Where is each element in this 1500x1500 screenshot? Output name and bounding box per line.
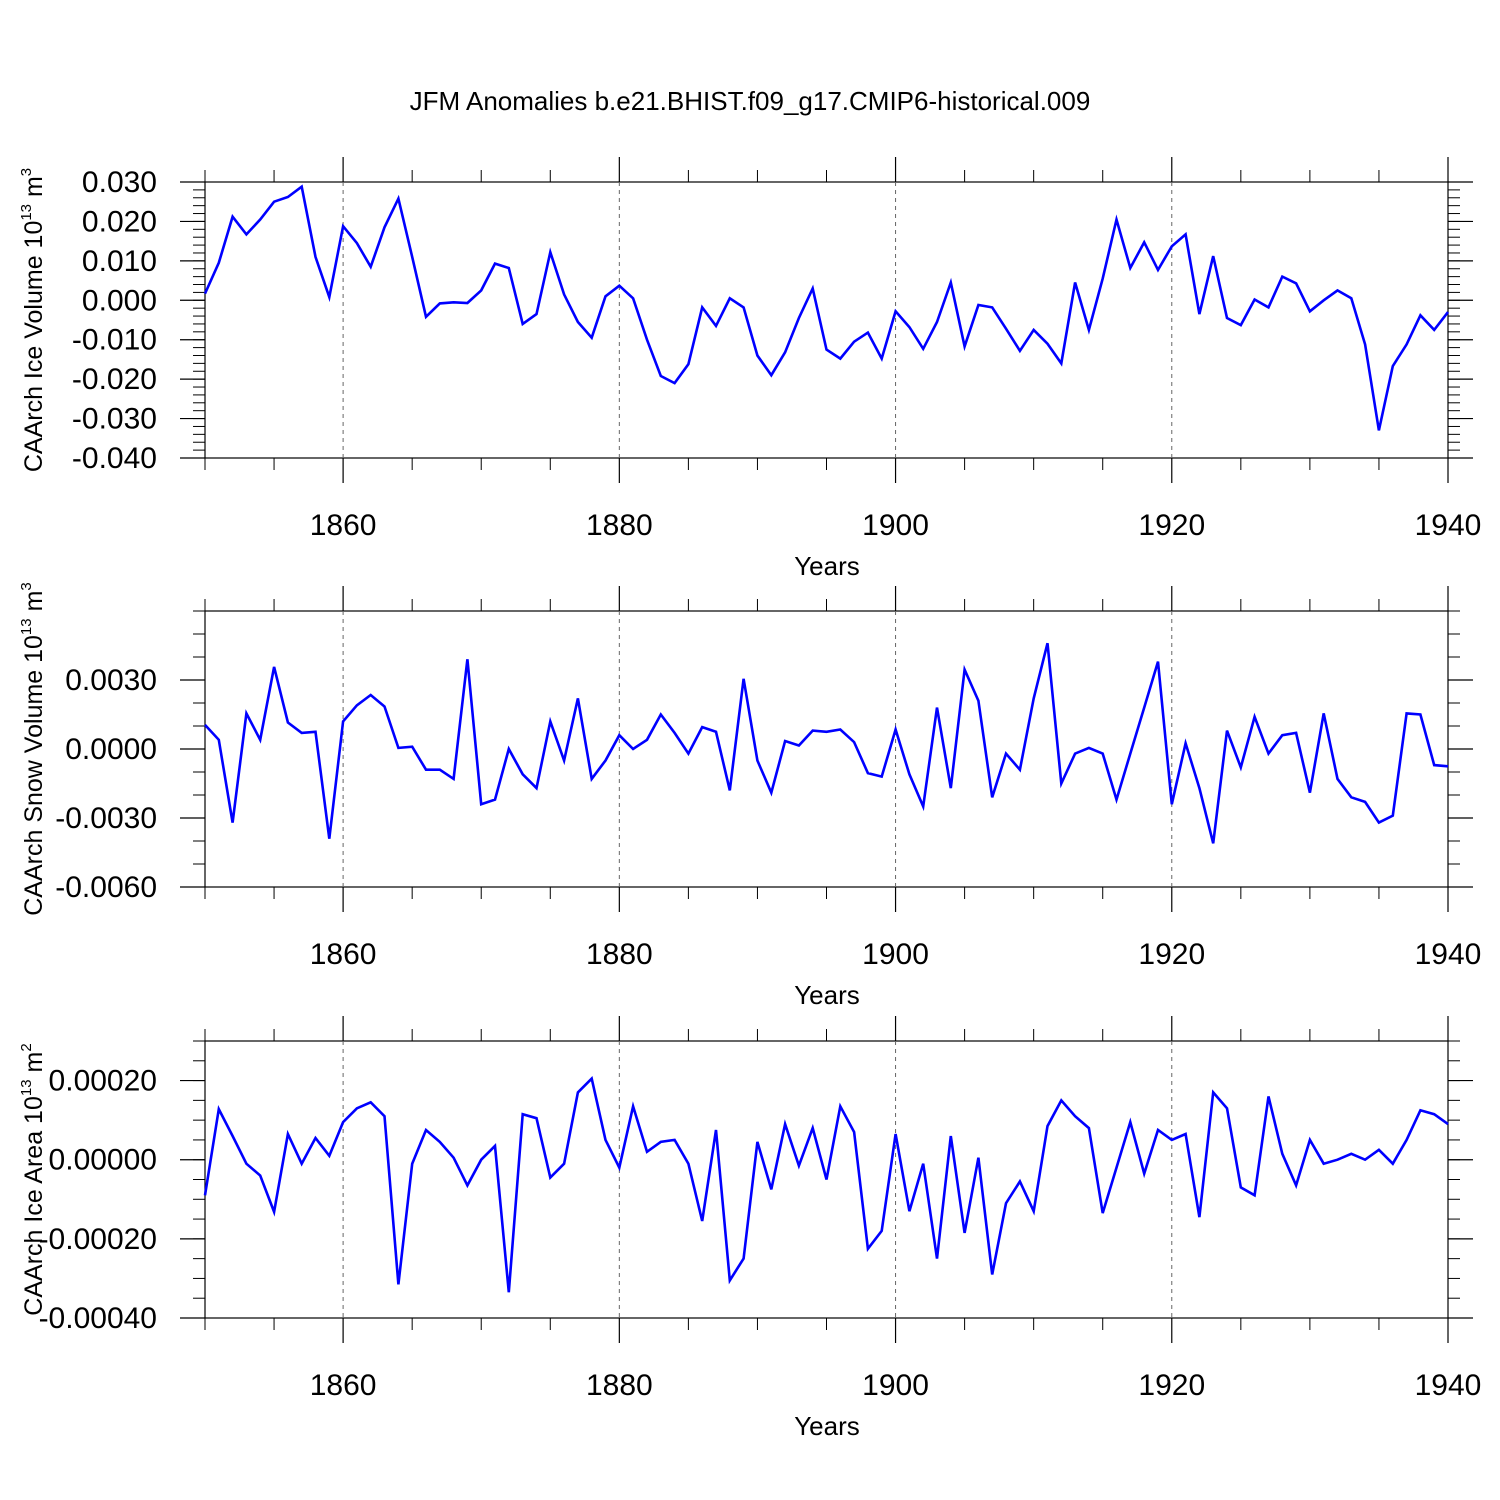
y-axis-label-unit-exponent: 2 [18,1043,35,1051]
x-tick-label: 1860 [310,1369,377,1402]
y-axis-label-text: CAArch Ice Volume 10 [20,221,48,473]
x-tick-label: 1940 [1415,509,1482,542]
y-tick-label: 0.030 [82,166,157,199]
x-tick-label: 1920 [1138,509,1205,542]
y-axis-label-exponent: 13 [18,204,35,221]
x-tick-label: 1880 [586,1369,653,1402]
x-tick-label: 1920 [1138,938,1205,971]
y-tick-label: -0.0030 [55,802,157,835]
y-axis-label-text: CAArch Ice Area 10 [20,1096,48,1316]
x-tick-label: 1900 [862,938,929,971]
series-line [203,1076,1449,1293]
x-tick-label: 1940 [1415,1369,1482,1402]
y-axis-label-unit-exponent: 3 [18,582,35,590]
x-tick-label: 1880 [586,509,653,542]
y-axis-label-text: CAArch Snow Volume 10 [20,635,48,916]
x-axis-label: Years [794,551,860,581]
x-axis-label: Years [794,1411,860,1441]
y-tick-label: -0.010 [72,324,157,357]
y-tick-label: 0.010 [82,245,157,278]
y-axis-label: CAArch Ice Area 1013 m2 [18,1043,48,1315]
x-tick-label: 1920 [1138,1369,1205,1402]
y-tick-label: 0.0000 [65,733,157,766]
y-axis-label-exponent: 13 [18,1079,35,1096]
x-tick-label: 1860 [310,509,377,542]
y-tick-label: 0.0030 [65,664,157,697]
chart-panel-2: -0.0060 -0.0030 0.0000 0.0030 1860 1880 1900 19… [18,582,1481,1010]
y-axis-label-unit: m [20,176,48,204]
y-tick-label: 0.020 [82,205,157,238]
x-tick-label: 1940 [1415,938,1482,971]
chart-panel-3: -0.00040 -0.00020 0.00000 0.00020 1860 1880 19… [18,1016,1481,1441]
y-tick-label: -0.0060 [55,871,157,904]
x-tick-label: 1860 [310,938,377,971]
y-tick-label: 0.000 [82,284,157,317]
y-axis-label-unit-exponent: 3 [18,168,35,176]
y-tick-label: -0.040 [72,442,157,475]
y-tick-label: 0.00000 [49,1144,157,1177]
y-axis-label: CAArch Snow Volume 1013 m3 [18,582,48,916]
y-axis-label-unit: m [20,591,48,619]
y-tick-label: -0.030 [72,403,157,436]
x-tick-label: 1900 [862,1369,929,1402]
y-axis-label-exponent: 13 [18,618,35,635]
y-axis-label: CAArch Ice Volume 1013 m3 [18,168,48,472]
y-tick-label: 0.00020 [49,1065,157,1098]
series-line [204,642,1449,844]
series-line [203,184,1450,431]
chart-panel-1: -0.040 -0.030 -0.020 -0.010 0.000 0.010 0.020 0… [18,157,1481,581]
y-tick-label: -0.00020 [39,1223,157,1256]
chart-title: JFM Anomalies b.e21.BHIST.f09_g17.CMIP6-… [410,86,1091,116]
y-tick-label: -0.00040 [39,1302,157,1335]
y-tick-label: -0.020 [72,363,157,396]
x-tick-label: 1900 [862,509,929,542]
x-tick-label: 1880 [586,938,653,971]
x-axis-label: Years [794,980,860,1010]
y-axis-label-unit: m [20,1052,48,1080]
